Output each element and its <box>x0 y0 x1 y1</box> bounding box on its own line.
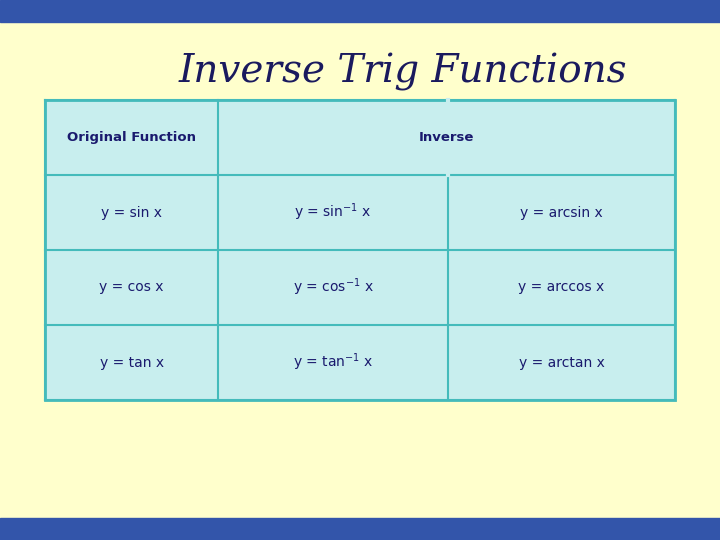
Bar <box>0 518 720 540</box>
Text: y = cos$^{-1}$ x: y = cos$^{-1}$ x <box>293 276 374 298</box>
Text: Inverse Trig Functions: Inverse Trig Functions <box>179 53 628 91</box>
Text: y = cos x: y = cos x <box>99 280 164 294</box>
Text: Original Function: Original Function <box>67 131 196 144</box>
Text: y = sin$^{-1}$ x: y = sin$^{-1}$ x <box>294 202 372 224</box>
Text: y = tan$^{-1}$ x: y = tan$^{-1}$ x <box>293 352 374 373</box>
Text: y = tan x: y = tan x <box>99 355 163 369</box>
Bar <box>45 100 675 400</box>
Text: y = arcsin x: y = arcsin x <box>521 206 603 219</box>
Text: y = sin x: y = sin x <box>101 206 162 219</box>
Bar <box>0 0 720 22</box>
Text: y = arctan x: y = arctan x <box>518 355 605 369</box>
Text: Inverse: Inverse <box>419 131 474 144</box>
Text: y = arccos x: y = arccos x <box>518 280 605 294</box>
